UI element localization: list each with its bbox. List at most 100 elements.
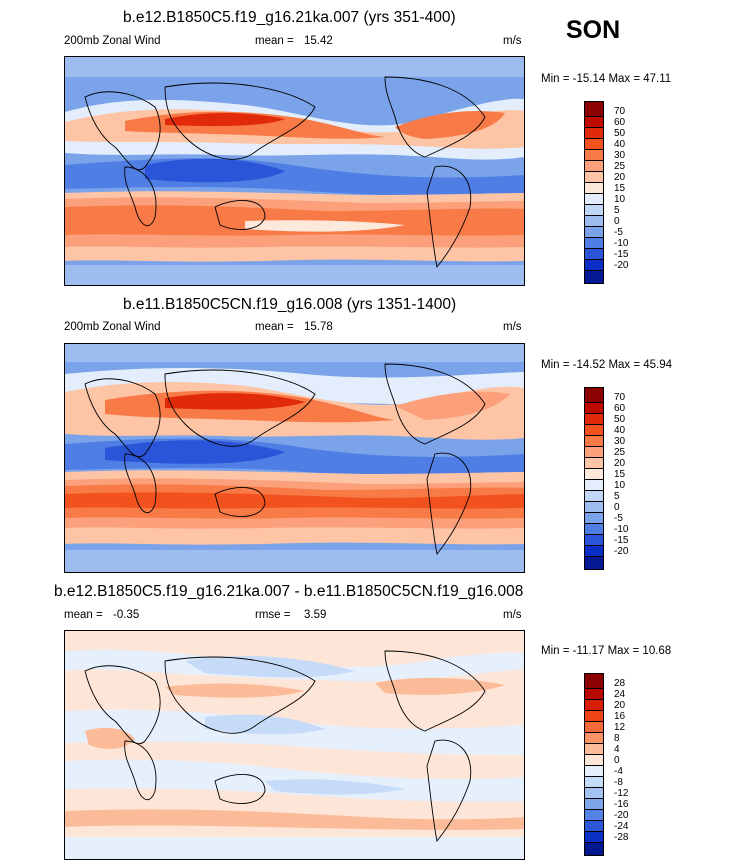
colorbar-swatch xyxy=(584,777,604,788)
map-plot xyxy=(65,57,524,285)
colorbar-tick: -5 xyxy=(614,513,623,524)
colorbar-tick: 70 xyxy=(614,392,626,403)
colorbar-swatch xyxy=(584,117,604,128)
colorbar-swatch xyxy=(584,843,604,856)
colorbar-tick: 25 xyxy=(614,447,626,458)
colorbar-tick: 15 xyxy=(614,183,626,194)
colorbar-tick: -20 xyxy=(614,810,629,821)
variable-label: 200mb Zonal Wind xyxy=(64,321,161,333)
colorbar-tick: 8 xyxy=(614,733,620,744)
colorbar-swatch xyxy=(584,722,604,733)
colorbar-tick: 20 xyxy=(614,700,626,711)
colorbar-tick: 4 xyxy=(614,744,620,755)
colorbar-swatch xyxy=(584,502,604,513)
colorbar-swatch xyxy=(584,271,604,284)
colorbar-tick: 30 xyxy=(614,150,626,161)
colorbar-tick: 12 xyxy=(614,722,626,733)
colorbar-tick: 50 xyxy=(614,128,626,139)
colorbar-tick: 0 xyxy=(614,502,620,513)
colorbar-swatch xyxy=(584,447,604,458)
colorbar-swatch xyxy=(584,513,604,524)
colorbar-tick: -20 xyxy=(614,546,629,557)
colorbar-tick: 30 xyxy=(614,436,626,447)
map-plot xyxy=(65,631,524,859)
zonal-wind-map xyxy=(64,343,525,573)
mean-value: -0.35 xyxy=(113,609,140,621)
season-label: SON xyxy=(566,16,621,44)
colorbar-swatch xyxy=(584,425,604,436)
colorbar-swatch xyxy=(584,491,604,502)
mean-label: mean = xyxy=(255,321,294,333)
colorbar-tick: 50 xyxy=(614,414,626,425)
colorbar-tick: 24 xyxy=(614,689,626,700)
colorbar-tick: 5 xyxy=(614,205,620,216)
colorbar-swatch xyxy=(584,458,604,469)
colorbar-swatch xyxy=(584,194,604,205)
colorbar-swatch xyxy=(584,183,604,194)
map-plot xyxy=(65,344,524,572)
mean-value: 15.42 xyxy=(304,35,333,47)
colorbar-swatch xyxy=(584,524,604,535)
variable-label: 200mb Zonal Wind xyxy=(64,35,161,47)
colorbar-tick: 5 xyxy=(614,491,620,502)
colorbar-swatch xyxy=(584,546,604,557)
min-max-label: Min = -15.14 Max = 47.11 xyxy=(541,73,672,85)
colorbar-swatch xyxy=(584,139,604,150)
colorbar-swatch xyxy=(584,480,604,491)
colorbar-tick: -4 xyxy=(614,766,623,777)
colorbar-swatch xyxy=(584,744,604,755)
mean-value: 15.78 xyxy=(304,321,333,333)
colorbar-swatch xyxy=(584,260,604,271)
colorbar-swatch xyxy=(584,673,604,689)
colorbar-tick: -8 xyxy=(614,777,623,788)
colorbar-swatch xyxy=(584,227,604,238)
colorbar-swatch xyxy=(584,755,604,766)
colorbar-tick: 25 xyxy=(614,161,626,172)
rmse-label: rmse = xyxy=(255,609,291,621)
colorbar-swatch xyxy=(584,205,604,216)
colorbar-swatch xyxy=(584,810,604,821)
colorbar-tick: 0 xyxy=(614,216,620,227)
colorbar-swatch xyxy=(584,557,604,570)
colorbar-tick: 60 xyxy=(614,403,626,414)
colorbar-tick: -5 xyxy=(614,227,623,238)
colorbar-swatch xyxy=(584,387,604,403)
colorbar-tick: -15 xyxy=(614,535,629,546)
colorbar-tick: 70 xyxy=(614,106,626,117)
colorbar-swatch xyxy=(584,101,604,117)
panel-title: b.e11.B1850C5CN.f19_g16.008 (yrs 1351-14… xyxy=(123,296,457,313)
colorbar-swatch xyxy=(584,821,604,832)
colorbar-swatch xyxy=(584,414,604,425)
colorbar-swatch xyxy=(584,832,604,843)
colorbar-swatch xyxy=(584,216,604,227)
colorbar-swatch xyxy=(584,172,604,183)
min-max-label: Min = -11.17 Max = 10.68 xyxy=(541,645,672,657)
colorbar-swatch xyxy=(584,788,604,799)
colorbar-tick: 10 xyxy=(614,194,626,205)
min-max-label: Min = -14.52 Max = 45.94 xyxy=(541,359,673,371)
colorbar-tick: -15 xyxy=(614,249,629,260)
units-label: m/s xyxy=(503,35,522,47)
colorbar-tick: 15 xyxy=(614,469,626,480)
difference-map xyxy=(64,630,525,860)
panel-title: b.e12.B1850C5.f19_g16.21ka.007 (yrs 351-… xyxy=(123,9,456,26)
colorbar-tick: 20 xyxy=(614,458,626,469)
colorbar-tick: 40 xyxy=(614,425,626,436)
colorbar-swatch xyxy=(584,469,604,480)
colorbar-swatch xyxy=(584,766,604,777)
colorbar-tick: -20 xyxy=(614,260,629,271)
colorbar-swatch xyxy=(584,711,604,722)
colorbar-tick: -28 xyxy=(614,832,629,843)
colorbar-tick: 16 xyxy=(614,711,626,722)
colorbar-swatch xyxy=(584,733,604,744)
colorbar-swatch xyxy=(584,689,604,700)
colorbar-tick: 40 xyxy=(614,139,626,150)
colorbar-swatch xyxy=(584,128,604,139)
colorbar-swatch xyxy=(584,535,604,546)
rmse-value: 3.59 xyxy=(304,609,327,621)
colorbar-swatch xyxy=(584,238,604,249)
mean-label: mean = xyxy=(64,609,103,621)
colorbar-tick: 28 xyxy=(614,678,626,689)
colorbar-tick: -16 xyxy=(614,799,629,810)
colorbar-swatch xyxy=(584,700,604,711)
